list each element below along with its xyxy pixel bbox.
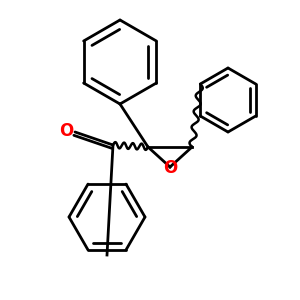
Text: O: O [59, 122, 73, 140]
Text: O: O [163, 159, 177, 177]
